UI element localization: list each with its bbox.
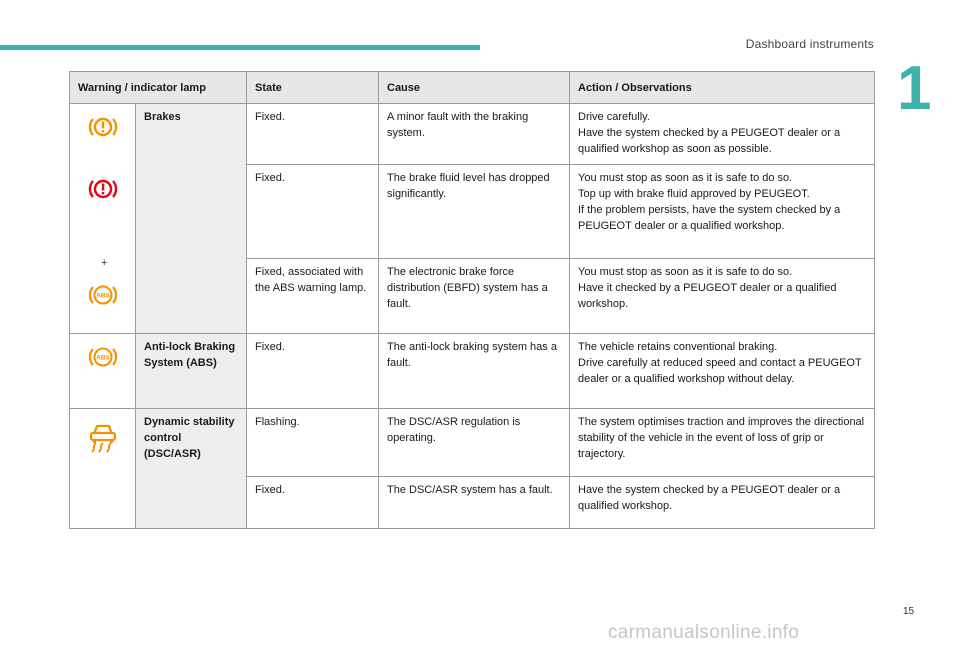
- brake-warning-red-icon: [88, 179, 117, 199]
- abs-icon: ABS: [88, 285, 117, 305]
- table-row: ABS Anti-lock Braking System (ABS) Fixed…: [69, 333, 875, 409]
- table-row: Dynamic stability control (DSC/ASR) Flas…: [69, 408, 875, 529]
- col-header-state: State: [246, 71, 379, 104]
- action-cell: You must stop as soon as it is safe to d…: [569, 258, 875, 334]
- action-cell: Drive carefully. Have the system checked…: [569, 103, 875, 165]
- section-title: Dashboard instruments: [745, 37, 874, 51]
- cause-cell: The electronic brake force distribution …: [378, 258, 570, 334]
- lamp-name-dsc: Dynamic stability control (DSC/ASR): [135, 408, 247, 529]
- header-rule: [0, 45, 480, 50]
- table-row: Fixed, associated with the ABS warning l…: [70, 258, 875, 334]
- svg-text:ABS: ABS: [96, 355, 110, 362]
- action-line: Have it checked by a PEUGEOT dealer or a…: [578, 282, 837, 310]
- action-cell: The vehicle retains conventional braking…: [569, 333, 875, 409]
- table-header-row: Warning / indicator lamp State Cause Act…: [69, 71, 875, 104]
- chapter-number: 1: [897, 54, 932, 123]
- abs-icon: ABS: [88, 347, 117, 367]
- state-cell: Fixed.: [246, 476, 379, 529]
- state-cell: Fixed.: [246, 103, 379, 165]
- state-cell: Fixed.: [246, 333, 379, 409]
- action-line: Top up with brake fluid approved by PEUG…: [578, 188, 810, 200]
- warning-lamp-table: Warning / indicator lamp State Cause Act…: [69, 71, 875, 529]
- cause-cell: The DSC/ASR system has a fault.: [378, 476, 570, 529]
- dsc-lamp-cell: [69, 408, 136, 529]
- watermark-text: carmanualsonline.info: [608, 622, 800, 643]
- action-line: Drive carefully.: [578, 111, 650, 123]
- table-row: Fixed. The DSC/ASR system has a fault. H…: [70, 476, 875, 529]
- col-header-cause: Cause: [378, 71, 570, 104]
- table-row: + ABS Brakes Fixed. A minor fault with t…: [69, 103, 875, 334]
- abs-lamp-cell: ABS: [69, 333, 136, 409]
- plus-separator: +: [101, 257, 108, 269]
- brakes-lamp-cell: + ABS: [69, 103, 136, 334]
- lamp-name-brakes: Brakes: [135, 103, 247, 334]
- col-header-lamp: Warning / indicator lamp: [69, 71, 247, 104]
- action-cell: The system optimises traction and improv…: [569, 408, 875, 477]
- action-line: You must stop as soon as it is safe to d…: [578, 266, 793, 278]
- cause-cell: The brake fluid level has dropped signif…: [378, 164, 570, 259]
- action-line: If the problem persists, have the system…: [578, 204, 841, 232]
- action-line: Have the system checked by a PEUGEOT dea…: [578, 127, 841, 155]
- lamp-name-abs: Anti-lock Braking System (ABS): [135, 333, 247, 409]
- cause-cell: The anti-lock braking system has a fault…: [378, 333, 570, 409]
- action-line: The system optimises traction and improv…: [578, 416, 865, 460]
- cause-cell: The DSC/ASR regulation is operating.: [378, 408, 570, 477]
- state-cell: Fixed.: [246, 164, 379, 259]
- state-cell: Fixed, associated with the ABS warning l…: [246, 258, 379, 334]
- action-line: You must stop as soon as it is safe to d…: [578, 172, 793, 184]
- svg-text:ABS: ABS: [96, 293, 110, 300]
- action-cell: Have the system checked by a PEUGEOT dea…: [569, 476, 875, 529]
- page-number: 15: [903, 606, 915, 617]
- action-cell: You must stop as soon as it is safe to d…: [569, 164, 875, 259]
- brake-warning-amber-icon: [88, 117, 117, 137]
- col-header-action: Action / Observations: [569, 71, 875, 104]
- action-line: Drive carefully at reduced speed and con…: [578, 357, 862, 385]
- cause-cell: A minor fault with the braking system.: [378, 103, 570, 165]
- dsc-asr-icon: [89, 424, 116, 453]
- action-line: Have the system checked by a PEUGEOT dea…: [578, 484, 841, 512]
- state-cell: Flashing.: [246, 408, 379, 477]
- action-line: The vehicle retains conventional braking…: [578, 341, 778, 353]
- table-row: Fixed. The brake fluid level has dropped…: [70, 164, 875, 259]
